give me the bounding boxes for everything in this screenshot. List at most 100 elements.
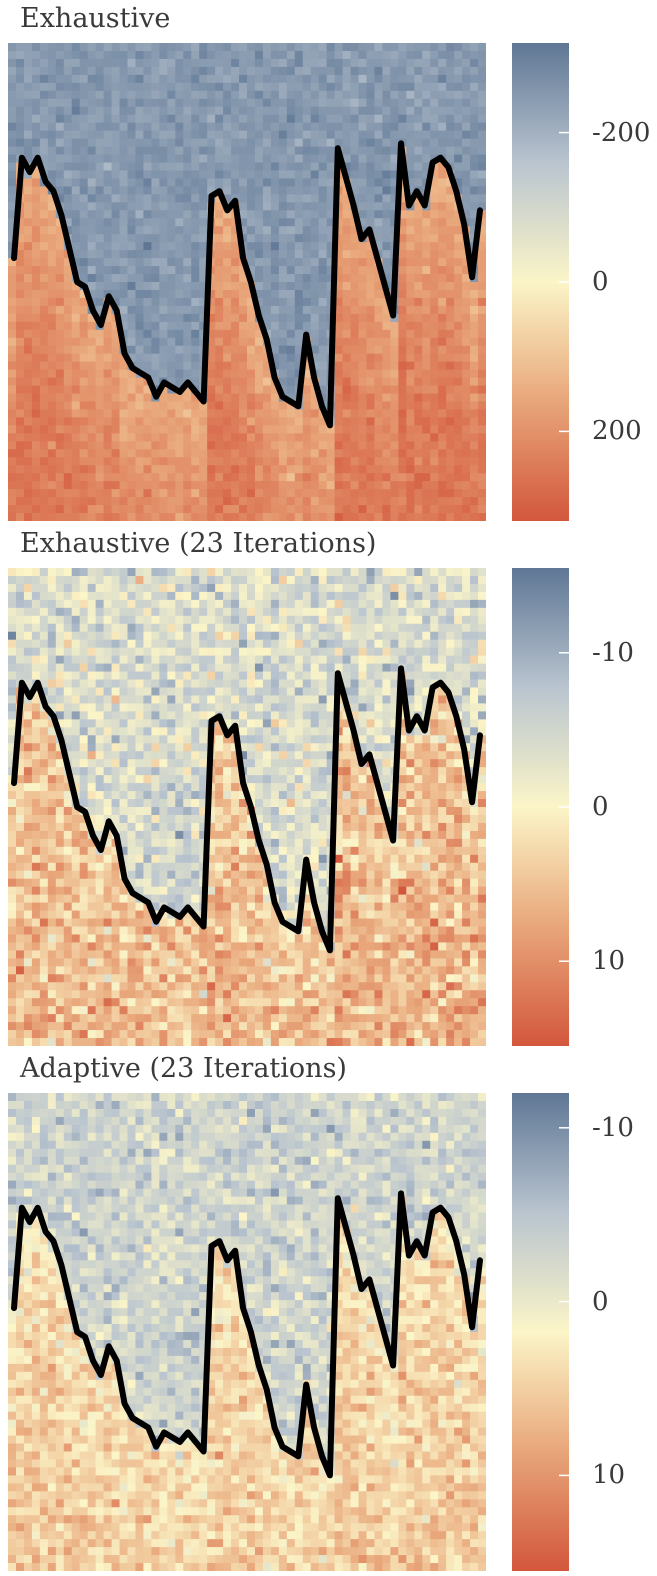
- heatmap-cell: [270, 218, 280, 227]
- heatmap-cell: [119, 751, 128, 760]
- heatmap-cell: [135, 767, 144, 776]
- heatmap-cell: [239, 74, 248, 84]
- heatmap-cell: [183, 583, 192, 593]
- heatmap-cell: [406, 66, 415, 76]
- heatmap-cell: [159, 289, 168, 299]
- heatmap-cell: [143, 385, 152, 394]
- heatmap-cell: [63, 417, 73, 426]
- heatmap-cell: [191, 297, 200, 307]
- heatmap-cell: [382, 369, 391, 378]
- heatmap-cell: [159, 122, 168, 132]
- heatmap-cell: [31, 178, 41, 187]
- heatmap-cell: [95, 82, 104, 92]
- heatmap-cell: [8, 50, 17, 60]
- heatmap-cell: [31, 505, 41, 514]
- heatmap-cell: [55, 162, 65, 171]
- heatmap-cell: [167, 289, 176, 299]
- heatmap-cell: [350, 43, 359, 52]
- heatmap-cell: [103, 361, 112, 371]
- heatmap-cell: [15, 297, 25, 307]
- heatmap-cell: [15, 870, 25, 880]
- heatmap-cell: [39, 894, 49, 903]
- heatmap-cell: [446, 202, 455, 211]
- heatmap-cell: [470, 58, 479, 68]
- heatmap-cell: [103, 114, 112, 124]
- heatmap-cell: [63, 1030, 73, 1039]
- heatmap-cell: [430, 66, 439, 76]
- heatmap-cell: [406, 218, 415, 227]
- heatmap-cell: [47, 735, 57, 744]
- heatmap-cell: [47, 401, 57, 410]
- heatmap-cell: [119, 743, 128, 752]
- heatmap-cell: [79, 759, 89, 768]
- heatmap-cell: [175, 679, 184, 688]
- heatmap-cell: [103, 894, 112, 903]
- heatmap-cell: [247, 258, 256, 267]
- heatmap-cell: [414, 43, 423, 52]
- heatmap-cell: [143, 583, 152, 593]
- heatmap-cell: [143, 958, 152, 967]
- heatmap-cell: [151, 146, 160, 155]
- heatmap-cell: [414, 266, 423, 275]
- heatmap-cell: [326, 497, 336, 506]
- heatmap-cell: [398, 369, 407, 378]
- heatmap-cell: [191, 66, 200, 76]
- heatmap-cell: [127, 297, 136, 307]
- heatmap-cell: [15, 583, 25, 593]
- heatmap-cell: [302, 114, 312, 124]
- heatmap-cell: [63, 321, 73, 331]
- heatmap-cell: [342, 74, 351, 84]
- heatmap-cell: [286, 417, 296, 426]
- heatmap-cell: [47, 759, 57, 768]
- heatmap-cell: [247, 74, 256, 84]
- heatmap-cell: [262, 433, 272, 442]
- heatmap-cell: [446, 218, 455, 227]
- heatmap-cell: [382, 194, 391, 203]
- heatmap-cell: [446, 282, 455, 291]
- heatmap-cell: [374, 194, 383, 203]
- heatmap-cell: [111, 623, 120, 633]
- heatmap-cell: [31, 583, 41, 593]
- heatmap-cell: [406, 441, 415, 450]
- heatmap-cell: [135, 591, 144, 601]
- heatmap-cell: [151, 1030, 160, 1039]
- heatmap-cell: [159, 671, 168, 680]
- heatmap-cell: [31, 385, 41, 394]
- heatmap-cell: [119, 615, 128, 625]
- heatmap-cell: [8, 481, 17, 490]
- heatmap-cell: [167, 982, 176, 991]
- heatmap-cell: [111, 361, 120, 371]
- heatmap-cell: [390, 441, 399, 450]
- heatmap-cell: [175, 966, 184, 975]
- heatmap-cell: [103, 703, 112, 712]
- heatmap-cell: [71, 409, 81, 418]
- heatmap-cell: [286, 234, 296, 243]
- heatmap-cell: [358, 114, 367, 124]
- heatmap-cell: [119, 966, 128, 975]
- heatmap-cell: [167, 695, 176, 704]
- heatmap-cell: [334, 481, 343, 490]
- heatmap-cell: [79, 122, 89, 132]
- heatmap-cell: [39, 854, 49, 864]
- heatmap-cell: [135, 106, 144, 116]
- heatmap-cell: [270, 226, 280, 235]
- heatmap-cell: [63, 743, 73, 752]
- heatmap-cell: [135, 759, 144, 768]
- heatmap-cell: [55, 886, 65, 896]
- heatmap-cell: [310, 74, 320, 84]
- heatmap-cell: [366, 186, 375, 195]
- heatmap-cell: [8, 695, 17, 704]
- heatmap-cell: [191, 106, 200, 116]
- heatmap-cell: [151, 321, 160, 331]
- heatmap-cell: [127, 122, 136, 132]
- heatmap-cell: [406, 130, 415, 139]
- heatmap-cell: [350, 385, 359, 394]
- heatmap-cell: [310, 114, 320, 124]
- heatmap-cell: [159, 926, 168, 935]
- heatmap-cell: [31, 202, 41, 211]
- heatmap-cell: [71, 106, 81, 116]
- heatmap-cell: [183, 497, 192, 506]
- heatmap-cell: [55, 43, 65, 52]
- heatmap-cell: [127, 695, 136, 704]
- heatmap-cell: [159, 727, 168, 736]
